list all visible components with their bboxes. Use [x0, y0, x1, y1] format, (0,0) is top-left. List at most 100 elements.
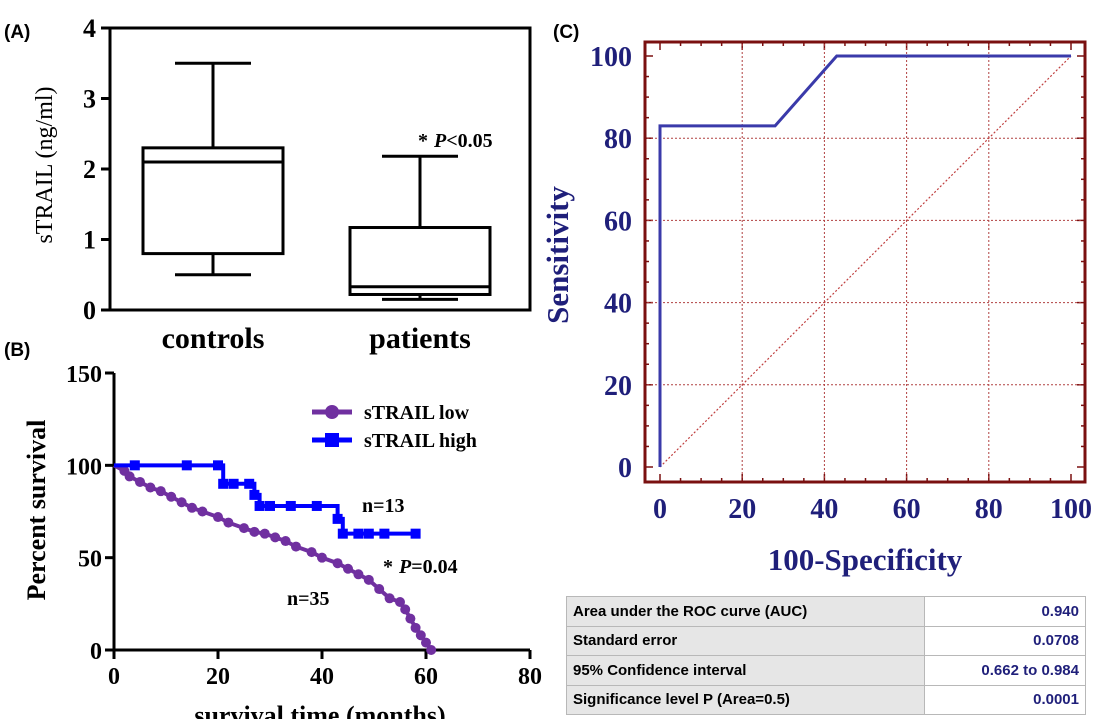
auc-value: 0.940	[924, 596, 1086, 627]
box-plot-y-tick-label: 1	[83, 226, 96, 255]
survival-point-low	[343, 563, 353, 574]
survival-point-low	[410, 622, 421, 633]
survival-annotation-star: *	[383, 556, 393, 578]
survival-x-tick-label: 40	[310, 664, 334, 690]
confidence-interval-label: 95% Confidence interval	[566, 655, 925, 686]
survival-point-high	[181, 460, 192, 471]
box-plot-annotation-star: *	[418, 130, 428, 152]
survival-point-low	[405, 613, 416, 624]
survival-point-high	[249, 489, 260, 500]
survival-x-axis-label: survival time (months)	[194, 701, 445, 719]
box-plot-iqr-box	[348, 226, 492, 296]
panel-b-letter: (B)	[4, 340, 30, 361]
roc-statistics-table: Area under the ROC curve (AUC) 0.940 Sta…	[566, 596, 1086, 715]
table-row: 95% Confidence interval 0.662 to 0.984	[566, 655, 1086, 686]
survival-point-high	[213, 460, 223, 471]
roc-x-tick-label: 20	[728, 494, 756, 525]
survival-p-annotation: * P=0.04	[383, 556, 458, 578]
survival-point-low	[124, 471, 135, 482]
box-plot-annotation-p: P	[433, 130, 447, 152]
box-plot-y-tick-label: 2	[83, 155, 96, 184]
table-row: Area under the ROC curve (AUC) 0.940	[566, 596, 1086, 627]
survival-x-tick-label: 80	[518, 664, 542, 690]
roc-y-tick-label: 20	[604, 371, 632, 402]
survival-y-tick-label: 100	[66, 454, 102, 480]
survival-annotation-value: =0.04	[411, 556, 457, 578]
survival-point-low	[332, 558, 343, 569]
survival-point-low	[291, 541, 301, 552]
survival-point-low	[306, 547, 317, 558]
survival-y-tick-label: 150	[66, 362, 102, 388]
survival-point-low	[384, 593, 395, 604]
survival-point-low	[187, 502, 197, 513]
survival-point-high	[337, 528, 348, 539]
box-plot-significance-annotation: * P<0.05	[418, 130, 493, 152]
legend-label-high: sTRAIL high	[364, 430, 477, 452]
survival-point-high	[311, 500, 322, 511]
table-row: Significance level P (Area=0.5) 0.0001	[566, 684, 1086, 715]
survival-point-low	[135, 476, 145, 487]
survival-point-low	[363, 574, 374, 585]
box-plot-y-axis-label: sTRAIL (ng/ml)	[32, 86, 58, 243]
survival-point-high	[265, 500, 275, 511]
survival-n-low-label: n=35	[287, 588, 330, 610]
survival-point-high	[363, 528, 374, 539]
survival-point-low	[415, 630, 426, 641]
roc-y-axis-label: Sensitivity	[540, 186, 575, 324]
legend-marker-high	[325, 433, 339, 447]
survival-point-low	[166, 491, 177, 502]
survival-point-low	[395, 596, 405, 607]
survival-point-high	[353, 528, 364, 539]
survival-point-high	[244, 478, 255, 489]
legend-label-low: sTRAIL low	[364, 402, 470, 424]
panel-a-letter: (A)	[4, 22, 30, 43]
box-plot-box-patients	[348, 154, 492, 301]
survival-point-low	[280, 536, 291, 547]
box-plot-panel: sTRAIL (ng/ml) * P<0.05 0 1 2 3 4 controls pati…	[32, 14, 532, 355]
survival-point-low	[155, 486, 166, 497]
survival-point-high	[379, 528, 390, 539]
survival-point-high	[410, 528, 421, 539]
survival-point-low	[213, 512, 223, 523]
roc-y-tick-label: 80	[604, 124, 632, 155]
survival-y-axis-label: Percent survival	[22, 420, 51, 601]
standard-error-label: Standard error	[566, 625, 925, 656]
survival-y-tick-label: 50	[78, 547, 102, 573]
roc-curve	[658, 54, 1071, 467]
survival-point-low	[426, 645, 437, 655]
survival-n-high-label: n=13	[362, 495, 405, 517]
auc-label: Area under the ROC curve (AUC)	[566, 596, 925, 627]
survival-point-high	[254, 500, 265, 511]
survival-point-low	[374, 584, 385, 595]
roc-x-axis-label: 100-Specificity	[768, 542, 963, 577]
survival-point-low	[270, 532, 281, 543]
roc-y-tick-label: 100	[590, 42, 632, 73]
box-plot-box-controls	[141, 61, 285, 277]
survival-point-low	[239, 523, 249, 534]
roc-x-tick-label: 100	[1050, 494, 1092, 525]
roc-x-tick-label: 60	[893, 494, 921, 525]
roc-reference-line	[659, 55, 1072, 468]
survival-plot-panel: Percent survival survival time (months) …	[22, 362, 542, 719]
roc-x-tick-label: 40	[810, 494, 838, 525]
survival-point-low	[421, 637, 431, 648]
significance-level-label: Significance level P (Area=0.5)	[566, 684, 925, 715]
survival-point-low	[145, 482, 156, 493]
survival-point-low	[223, 517, 234, 528]
legend-marker-low	[325, 405, 339, 419]
table-row: Standard error 0.0708	[566, 625, 1086, 656]
box-plot-iqr-box	[141, 146, 285, 256]
survival-point-high	[285, 500, 296, 511]
box-plot-y-tick-label: 3	[83, 85, 96, 114]
survival-point-high	[218, 478, 229, 489]
roc-y-tick-label: 40	[604, 289, 632, 320]
survival-y-tick-label: 0	[90, 639, 102, 665]
survival-point-high	[332, 513, 343, 524]
survival-point-low	[197, 506, 208, 517]
box-plot-category-label: patients	[369, 322, 471, 355]
roc-x-tick-label: 80	[975, 494, 1003, 525]
survival-point-high	[228, 478, 239, 489]
roc-y-tick-label: 0	[618, 453, 632, 484]
box-plot-y-tick-label: 4	[83, 14, 96, 43]
